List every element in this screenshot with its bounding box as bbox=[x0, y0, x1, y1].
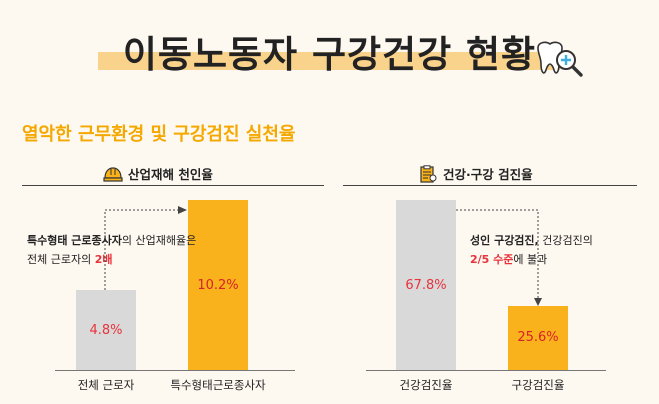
chart2-annotation-bold: 성인 구강검진, bbox=[470, 234, 539, 247]
chart2-annotation-highlight: 2/5 수준 bbox=[470, 253, 514, 266]
chart2-arrowhead bbox=[534, 298, 542, 306]
chart1-bar-전체근로자: 4.8% bbox=[76, 290, 136, 370]
chart1-x-label: 전체 근로자 bbox=[77, 378, 135, 392]
chart2-connector bbox=[456, 209, 539, 300]
chart1-rule bbox=[22, 185, 324, 186]
chart1-connector bbox=[104, 209, 178, 290]
chart1-annotation: 특수형태 근로종사자의 산업재해율은 전체 근로자의 2배 bbox=[27, 231, 196, 269]
chart1-bar-value: 4.8% bbox=[89, 322, 123, 338]
chart2-header: 건강·구강 검진율 bbox=[418, 164, 533, 183]
chart2-x-label: 구강검진율 bbox=[511, 378, 565, 392]
chart2-annotation: 성인 구강검진, 건강검진의 2/5 수준에 불과 bbox=[470, 231, 593, 269]
chart2-annotation-mid: 건강검진의 bbox=[538, 234, 593, 247]
chart1-bar-value: 10.2% bbox=[197, 277, 239, 293]
chart1-arrowhead bbox=[178, 206, 187, 214]
chart2-annotation-tail: 에 불과 bbox=[513, 253, 548, 266]
chart2-title: 건강·구강 검진율 bbox=[443, 167, 533, 182]
chart2-baseline bbox=[366, 370, 606, 371]
chart1-annotation-line2: 전체 근로자의 bbox=[27, 253, 95, 266]
chart1-annotation-bold: 특수형태 근로종사자 bbox=[27, 234, 122, 247]
checkup-clipboard-icon bbox=[420, 164, 437, 183]
chart1-x-label: 특수형태근로종사자 bbox=[170, 378, 266, 392]
hard-hat-icon bbox=[103, 166, 123, 182]
chart2-bar-value: 25.6% bbox=[517, 330, 559, 346]
chart2-bar-건강검진율: 67.8% bbox=[396, 200, 456, 370]
chart1-header: 산업재해 천인율 bbox=[103, 164, 213, 183]
chart1-baseline bbox=[55, 370, 295, 371]
page-title: 이동노동자 구강건강 현황 bbox=[122, 33, 537, 76]
chart2-bar-구강검진율: 25.6% bbox=[508, 305, 568, 370]
chart2-rule bbox=[343, 185, 637, 186]
chart1-bar-특수형태근로종사자: 10.2% bbox=[188, 200, 248, 370]
tooth-magnifier-icon bbox=[537, 41, 583, 77]
title-highlight-bar bbox=[98, 52, 560, 70]
chart2-x-label: 건강검진율 bbox=[399, 378, 453, 392]
chart1-title: 산업재해 천인율 bbox=[128, 167, 213, 182]
chart1-annotation-mid: 의 산업재해율은 bbox=[121, 234, 197, 247]
section-title: 열악한 근무환경 및 구강검진 실천율 bbox=[22, 124, 296, 145]
chart2-bar-value: 67.8% bbox=[405, 277, 447, 293]
chart1-annotation-highlight: 2배 bbox=[94, 253, 113, 266]
